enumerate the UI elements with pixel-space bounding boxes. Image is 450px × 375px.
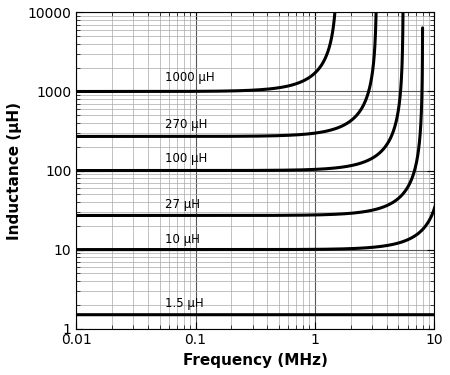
Text: 1000 μH: 1000 μH — [165, 71, 214, 84]
Text: 270 μH: 270 μH — [165, 118, 207, 131]
Text: 1.5 μH: 1.5 μH — [165, 297, 203, 310]
Text: 27 μH: 27 μH — [165, 198, 200, 211]
Text: 10 μH: 10 μH — [165, 233, 199, 246]
Y-axis label: Inductance (μH): Inductance (μH) — [7, 102, 22, 240]
Text: 100 μH: 100 μH — [165, 153, 207, 165]
X-axis label: Frequency (MHz): Frequency (MHz) — [183, 353, 328, 368]
